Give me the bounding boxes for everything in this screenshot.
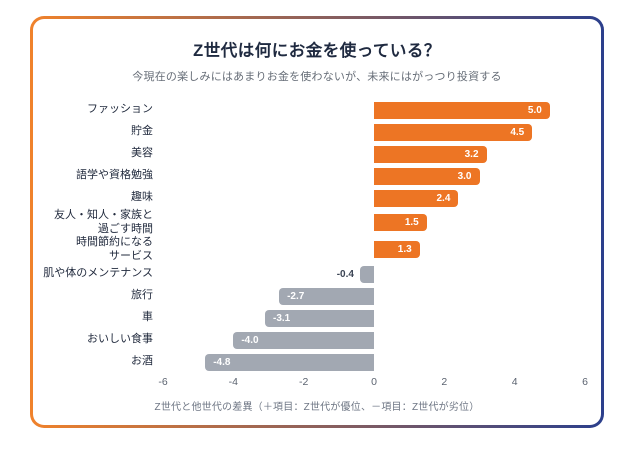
bar-negative — [359, 265, 374, 283]
category-label: 肌や体のメンテナンス — [43, 267, 153, 280]
bar-track: -0.4 — [163, 265, 585, 283]
chart-row: 肌や体のメンテナンス -0.4 — [43, 263, 585, 285]
subtitle: 今現在の楽しみにはあまりお金を使わないが、未来にはがっつり投資する — [132, 71, 502, 83]
x-axis-tick: 0 — [371, 376, 377, 388]
chart-row: 旅行 -2.7 — [43, 285, 585, 307]
category-label: 友人・知人・家族と 過ごす時間 — [54, 209, 153, 235]
bar-positive: 4.5 — [374, 123, 533, 141]
category-label: 美容 — [131, 147, 153, 160]
chart-row: 趣味 2.4 — [43, 187, 585, 209]
page-title: Z世代は何にお金を使っている？ — [193, 42, 441, 60]
chart-row: お酒 -4.8 — [43, 351, 585, 373]
x-axis-tick: 6 — [582, 376, 588, 388]
bar-track: 1.3 — [163, 241, 585, 258]
category-label: ファッション — [87, 103, 153, 116]
bar-positive: 5.0 — [374, 101, 550, 119]
chart-row: おいしい食事 -4.0 — [43, 329, 585, 351]
chart-row: ファッション 5.0 — [43, 99, 585, 121]
bar-value-label: 1.3 — [397, 244, 412, 255]
bar-positive: 1.5 — [374, 214, 427, 231]
category-label: 語学や資格勉強 — [76, 169, 153, 182]
chart-row: 美容 3.2 — [43, 143, 585, 165]
category-label: 旅行 — [131, 289, 153, 302]
bar-track: -3.1 — [163, 309, 585, 327]
bar-value-label: 3.2 — [464, 148, 479, 160]
bar-chart: ファッション 5.0 貯金 4.5 美容 3.2 語学や資格勉強 3.0 趣味 2.4 友人・知人・… — [43, 99, 585, 373]
chart-row: 語学や資格勉強 3.0 — [43, 165, 585, 187]
card-gradient-border: Z世代は何にお金を使っている？ 今現在の楽しみにはあまりお金を使わないが、未来に… — [30, 16, 604, 428]
bar-negative: -4.8 — [205, 353, 374, 371]
bar-positive: 3.0 — [374, 167, 480, 185]
bar-track: 5.0 — [163, 101, 585, 119]
category-label: 車 — [142, 311, 153, 324]
bar-track: 4.5 — [163, 123, 585, 141]
bar-value-label: -3.1 — [272, 312, 291, 324]
bar-track: 2.4 — [163, 189, 585, 207]
x-axis-tick: -6 — [158, 376, 168, 388]
bar-positive: 1.3 — [374, 241, 420, 258]
bar-value-label: 3.0 — [457, 170, 472, 182]
bar-positive: 3.2 — [374, 145, 487, 163]
chart-row: 友人・知人・家族と 過ごす時間 1.5 — [43, 209, 585, 236]
bar-negative: -3.1 — [264, 309, 374, 327]
infographic-card: Z世代は何にお金を使っている？ 今現在の楽しみにはあまりお金を使わないが、未来に… — [33, 19, 601, 425]
category-label: 貯金 — [131, 125, 153, 138]
bar-track: 3.2 — [163, 145, 585, 163]
category-label: 趣味 — [131, 191, 153, 204]
bar-negative: -2.7 — [279, 287, 374, 305]
category-label: 時間節約になる サービス — [76, 236, 153, 262]
category-label: お酒 — [131, 355, 153, 368]
x-axis-tick: 4 — [511, 376, 518, 388]
bar-value-label: 1.5 — [404, 217, 419, 228]
bar-track: -4.0 — [163, 331, 585, 349]
x-axis-ticks: -6 -4 -2 0 2 4 6 — [158, 376, 588, 389]
bar-track: -4.8 — [163, 353, 585, 371]
x-axis-tick: 2 — [441, 376, 448, 388]
bar-value-label: 4.5 — [510, 126, 525, 138]
bar-value-label: -4.0 — [241, 334, 259, 346]
x-axis-tick: -4 — [228, 376, 238, 388]
bar-value-label: -4.8 — [213, 356, 231, 368]
category-label: おいしい食事 — [87, 333, 153, 346]
chart-row: 時間節約になる サービス 1.3 — [43, 236, 585, 263]
bar-track: 1.5 — [163, 214, 585, 231]
bar-value-label: 2.4 — [436, 192, 451, 204]
bar-positive: 2.4 — [374, 189, 459, 207]
bar-track: 3.0 — [163, 167, 585, 185]
bar-track: -2.7 — [163, 287, 585, 305]
chart-row: 貯金 4.5 — [43, 121, 585, 143]
chart-row: 車 -3.1 — [43, 307, 585, 329]
x-axis-tick: -2 — [298, 376, 309, 388]
bar-value-label: 5.0 — [527, 104, 542, 116]
x-axis: -6 -4 -2 0 2 4 6 — [43, 376, 588, 389]
bar-value-label: -2.7 — [287, 290, 305, 302]
axis-caption: Z世代と他世代の差異（＋項目：Z世代が優位、－項目：Z世代が劣位） — [154, 402, 480, 413]
bar-negative: -4.0 — [233, 331, 374, 349]
bar-value-label: -0.4 — [336, 268, 354, 280]
